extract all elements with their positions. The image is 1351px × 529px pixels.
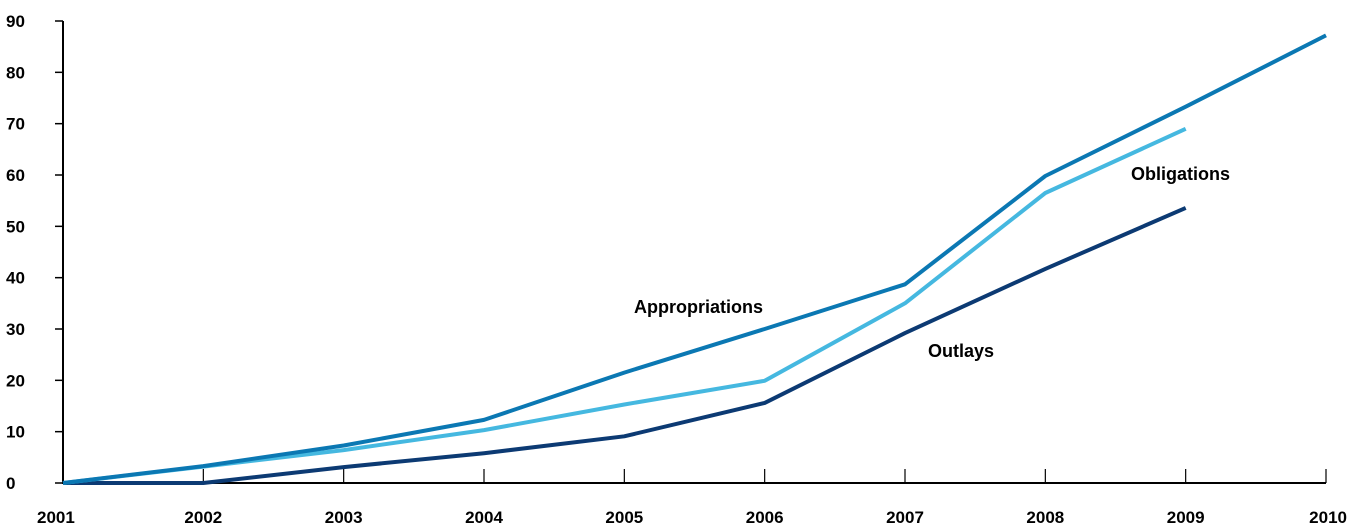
y-tick-label: 50 <box>6 217 25 236</box>
series-label-appropriations: Appropriations <box>634 297 763 317</box>
y-tick-label: 90 <box>6 12 25 31</box>
series-label-obligations: Obligations <box>1131 164 1230 184</box>
axes <box>62 21 1326 484</box>
series-line-obligations <box>62 126 1187 485</box>
y-tick-label: 60 <box>6 166 25 185</box>
x-tick-label: 2008 <box>1026 508 1064 527</box>
y-tick-label: 40 <box>6 269 25 288</box>
x-tick-label: 2010 <box>1309 508 1347 527</box>
series-label-outlays: Outlays <box>928 341 994 361</box>
x-tick-label: 2005 <box>605 508 643 527</box>
series-line-appropriations <box>62 33 1327 485</box>
y-tick-label: 80 <box>6 63 25 82</box>
x-tick-label: 2004 <box>465 508 503 527</box>
x-tick-label: 2007 <box>886 508 924 527</box>
x-tick-label: 2006 <box>746 508 784 527</box>
series-line-outlays <box>63 206 1187 485</box>
x-tick-label: 2009 <box>1167 508 1205 527</box>
y-tick-label: 10 <box>6 423 25 442</box>
x-tick-label: 2003 <box>325 508 363 527</box>
series-lines <box>62 33 1327 485</box>
x-axis: 2001 2002 2003 2004 2005 2006 2007 2008 2009 2010 <box>37 469 1347 527</box>
y-tick-label: 70 <box>6 115 25 134</box>
x-tick-label: 2001 <box>37 508 75 527</box>
y-tick-label: 0 <box>6 474 15 493</box>
y-tick-label: 20 <box>6 371 25 390</box>
y-axis: 0 10 20 30 40 50 60 70 80 90 <box>6 12 63 493</box>
x-tick-label: 2002 <box>184 508 222 527</box>
y-tick-label: 30 <box>6 320 25 339</box>
